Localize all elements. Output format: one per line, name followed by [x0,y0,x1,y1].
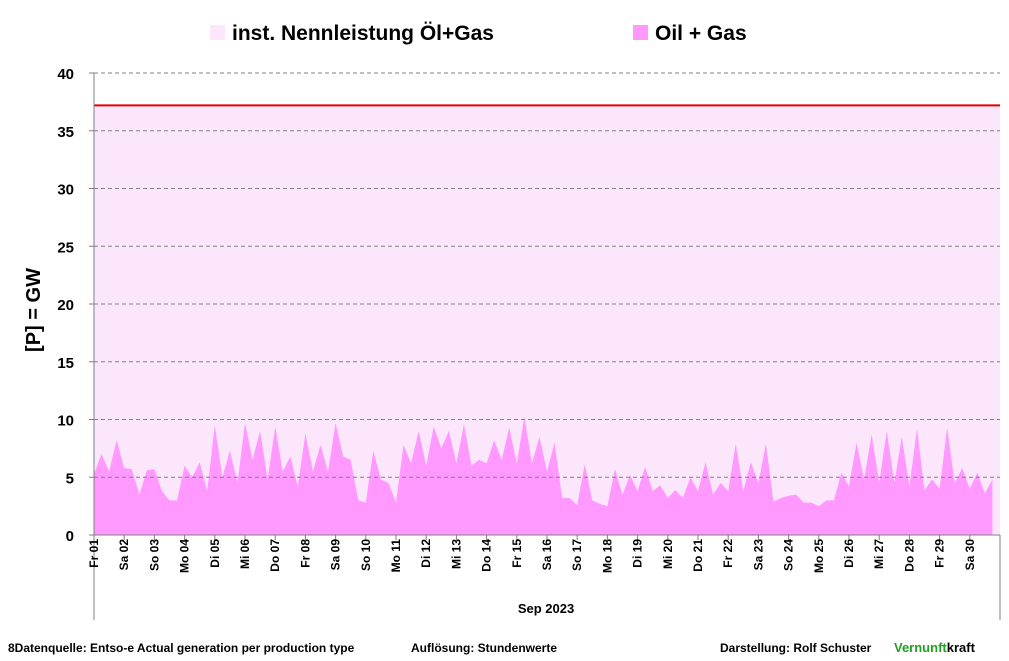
y-tick-label: 5 [66,470,74,487]
y-tick-label: 35 [57,124,74,141]
x-tick-label: Fr 22 [721,539,735,568]
x-tick-label: Sa 30 [963,539,977,571]
x-tick-label: Mi 27 [872,539,886,569]
x-tick-label: Sa 23 [751,539,765,571]
legend-swatch [633,25,648,40]
x-tick-label: Mo 11 [389,539,403,573]
x-tick-label: Mi 06 [238,539,252,569]
brand-b: kraft [947,640,976,655]
x-tick-label: Sa 16 [540,539,554,571]
x-tick-label: Di 05 [208,539,222,568]
y-tick-label: 0 [66,528,74,545]
x-tick-label: Di 26 [842,539,856,568]
x-tick-label: Mo 25 [812,539,826,573]
x-tick-label: Do 21 [691,539,705,572]
brand-a: Vernunft [894,640,947,655]
legend-swatch [210,25,225,40]
x-tick-label: So 24 [782,539,796,571]
x-tick-label: So 03 [147,539,161,571]
y-tick-label: 15 [57,355,74,372]
x-tick-label: Do 07 [268,539,282,572]
legend-label: inst. Nennleistung Öl+Gas [232,22,494,45]
x-tick-label: Di 19 [631,539,645,568]
y-tick-label: 30 [57,182,74,199]
x-tick-label: Mo 18 [600,539,614,573]
y-tick-label: 10 [57,413,74,430]
y-tick-label: 40 [57,66,74,83]
x-tick-label: Fr 29 [933,539,947,568]
footer-author: Darstellung: Rolf Schuster [720,641,872,655]
x-tick-label: So 10 [359,539,373,571]
y-tick-label: 25 [57,239,74,256]
x-tick-label: Do 14 [480,539,494,572]
x-tick-label: Fr 15 [510,539,524,568]
x-tick-label: Mi 13 [449,539,463,569]
y-axis-label: [P] = GW [23,268,45,352]
x-tick-label: So 17 [570,539,584,571]
x-tick-label: Sa 09 [329,539,343,571]
x-tick-label: Mo 04 [178,539,192,573]
footer-brand: Vernunftkraft [894,640,976,655]
y-tick-label: 20 [57,297,74,314]
x-tick-label: Sa 02 [117,539,131,571]
x-tick-label: Fr 01 [87,539,101,568]
x-tick-label: Do 28 [902,539,916,572]
footer-source: 8Datenquelle: Entso-e Actual generation … [8,641,355,655]
x-tick-label: Fr 08 [298,539,312,568]
area [94,105,1000,535]
plot-area [94,104,1000,535]
area [94,417,993,535]
legend-label: Oil + Gas [655,22,747,45]
x-tick-label: Di 12 [419,539,433,568]
footer-resolution: Auflösung: Stundenwerte [411,641,557,655]
x-axis-label: Sep 2023 [518,601,574,616]
x-tick-label: Mi 20 [661,539,675,569]
